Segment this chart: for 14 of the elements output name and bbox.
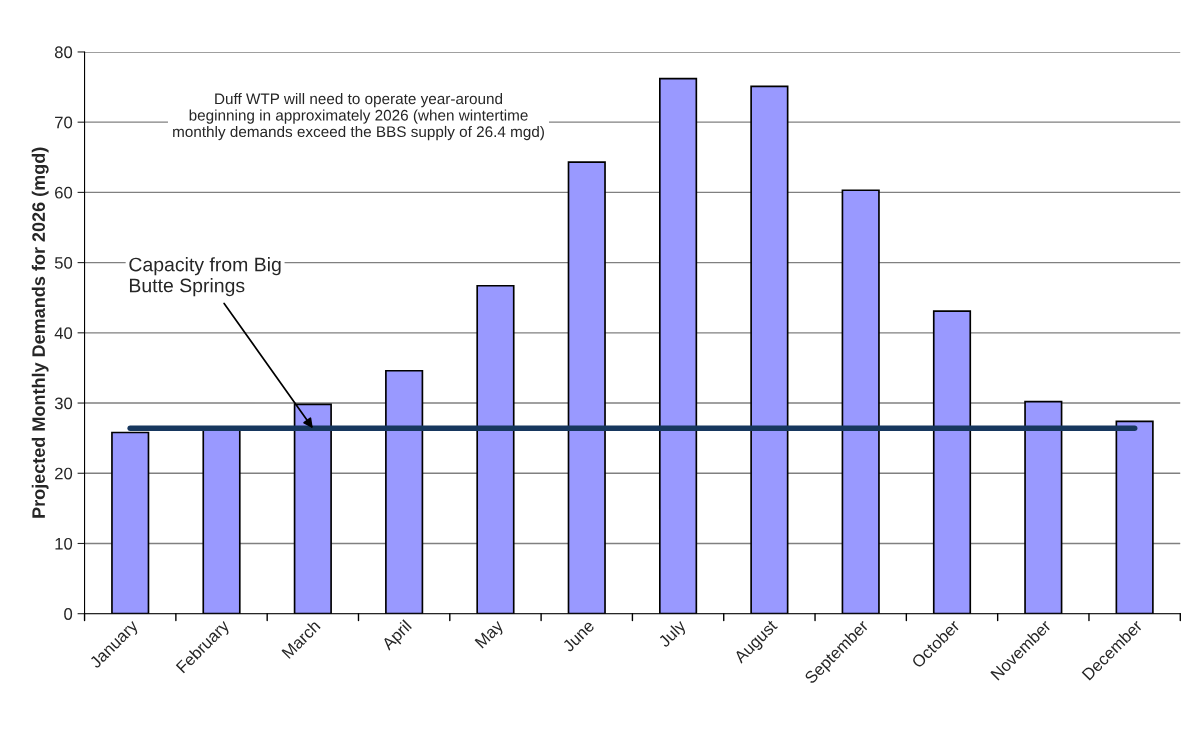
y-tick-label: 50 [54,257,73,269]
y-axis-title: Projected Monthly Demands for 2026 (mgd) [31,147,49,518]
y-tick-label: 70 [55,116,73,129]
annotation: Capacity from Big Butte Springs [129,257,281,297]
y-tick-label: 0 [64,608,73,620]
y-tick-label: 60 [55,186,73,199]
x-tick-label: July [657,618,690,651]
y-tick-label: 10 [55,537,73,550]
annotation: Duff WTP will need to operate year-around beginning in approximately 2026 (when wintertime monthly demands exceed the BBS supply of 26.4 mgd) [173,92,544,141]
y-tick-label: 30 [54,397,73,410]
y-tick-label: 40 [54,327,73,340]
y-tick-label: 20 [55,467,73,480]
x-tick-label: May [474,619,507,651]
y-tick-label: 80 [54,46,73,59]
